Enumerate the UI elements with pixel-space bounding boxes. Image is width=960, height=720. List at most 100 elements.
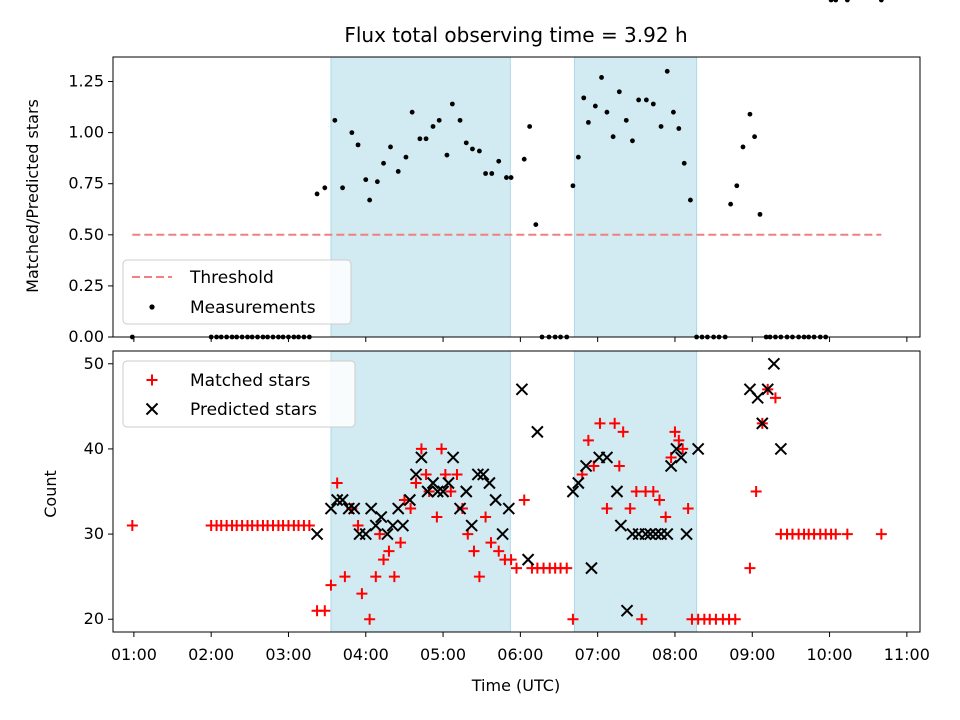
matched-star-point xyxy=(398,494,410,506)
predicted-star-point xyxy=(436,485,450,498)
top-ytick-label: 0.50 xyxy=(68,225,104,244)
measurement-point xyxy=(504,175,509,180)
measurement-point xyxy=(833,0,839,3)
matched-star-point xyxy=(388,571,400,583)
measurement-point xyxy=(417,136,423,142)
measurement-point xyxy=(844,0,850,3)
bottom-xtick-label: 04:00 xyxy=(343,645,389,664)
measurement-point xyxy=(363,177,369,183)
predicted-star-point xyxy=(431,485,444,498)
measurement-point xyxy=(489,171,495,176)
bottom-ytick-label: 40 xyxy=(84,439,104,458)
predicted-star-point xyxy=(761,383,774,396)
matched-star-point xyxy=(630,486,642,497)
measurement-point xyxy=(599,75,604,80)
top-legend: Threshold Measurements xyxy=(122,259,352,325)
predicted-star-point xyxy=(649,527,662,541)
predicted-star-point xyxy=(342,502,355,515)
measurement-point xyxy=(747,111,753,117)
predicted-star-point xyxy=(453,502,467,515)
bottom-legend: Matched stars Predicted stars xyxy=(122,360,356,428)
measurement-point xyxy=(752,134,757,140)
measurement-point xyxy=(496,158,502,164)
top-ytick-label: 1.25 xyxy=(68,72,104,91)
predicted-star-point xyxy=(639,527,652,541)
measurement-point xyxy=(463,140,469,146)
predicted-star-point xyxy=(421,485,434,498)
predicted-star-point xyxy=(471,468,485,481)
matched-star-point xyxy=(594,417,606,429)
measurement-point xyxy=(527,124,533,129)
bottom-xtick-label: 03:00 xyxy=(265,645,311,664)
legend-measurements-swatch xyxy=(149,304,155,310)
predicted-star-point xyxy=(680,527,693,541)
top-panel: 0.00 0.25 0.50 0.75 1.00 1.25 Threshold Measure… xyxy=(68,0,921,346)
measurement-point xyxy=(449,101,455,107)
measurement-point xyxy=(367,197,373,203)
predicted-star-point xyxy=(359,527,372,541)
bottom-ytick-label: 50 xyxy=(84,354,104,373)
matched-star-point xyxy=(729,613,741,625)
top-ytick-label: 0.25 xyxy=(68,276,104,295)
measurement-point xyxy=(664,68,670,74)
predicted-star-point xyxy=(483,476,496,490)
measurement-point xyxy=(476,148,482,154)
measurement-point xyxy=(483,171,488,176)
predicted-star-point xyxy=(364,502,378,515)
bottom-xlabel: Time (UTC) xyxy=(471,676,560,695)
predicted-star-point xyxy=(381,527,394,541)
measurement-point xyxy=(671,109,676,115)
predicted-star-point xyxy=(521,553,535,566)
predicted-star-point xyxy=(774,442,788,456)
predicted-star-point xyxy=(386,519,400,532)
predicted-star-point xyxy=(670,442,683,456)
matched-star-point xyxy=(636,613,648,625)
measurement-point xyxy=(374,179,380,185)
matched-star-point xyxy=(613,460,625,472)
shaded-interval-1 xyxy=(330,350,511,633)
matched-star-point xyxy=(439,468,451,480)
measurement-point xyxy=(878,0,884,3)
predicted-star-point xyxy=(375,510,388,524)
matched-star-point xyxy=(647,486,659,497)
measurement-point xyxy=(457,117,463,123)
matched-star-point xyxy=(669,426,681,438)
matched-star-point xyxy=(561,562,573,574)
matched-star-point xyxy=(395,537,407,549)
matched-star-point xyxy=(319,605,331,617)
matched-star-point xyxy=(473,571,485,583)
legend-threshold-label: Threshold xyxy=(189,268,274,288)
matched-star-point xyxy=(682,503,694,515)
matched-star-point xyxy=(624,503,636,515)
measurement-point xyxy=(436,117,442,123)
predicted-star-point xyxy=(664,459,678,473)
matched-star-point xyxy=(654,494,666,506)
matched-star-point xyxy=(617,426,629,438)
predicted-star-point xyxy=(620,604,634,617)
matched-star-point xyxy=(480,511,492,523)
measurement-point xyxy=(828,0,834,3)
top-ytick-label: 0.75 xyxy=(68,174,104,193)
measurement-point xyxy=(585,120,591,125)
matched-star-point xyxy=(493,545,505,557)
bottom-xtick-label: 08:00 xyxy=(652,645,698,664)
bottom-ytick-label: 30 xyxy=(84,524,104,543)
measurement-point xyxy=(508,175,514,180)
predicted-star-point xyxy=(347,502,361,515)
matched-star-point xyxy=(364,613,376,625)
matched-star-point xyxy=(511,562,522,574)
measurement-point xyxy=(332,117,338,123)
top-axes-frame xyxy=(112,56,921,338)
measurement-point xyxy=(650,101,656,107)
measurement-point xyxy=(355,142,361,148)
measurement-point xyxy=(388,144,393,150)
predicted-star-point xyxy=(465,519,478,532)
measurement-point xyxy=(630,138,635,144)
measurement-point xyxy=(592,103,598,109)
matched-star-point xyxy=(875,528,887,540)
legend-box xyxy=(122,259,352,325)
matched-star-point xyxy=(601,503,613,515)
measurement-point xyxy=(575,154,581,160)
predicted-star-point xyxy=(566,485,580,498)
predicted-star-point xyxy=(396,519,410,532)
